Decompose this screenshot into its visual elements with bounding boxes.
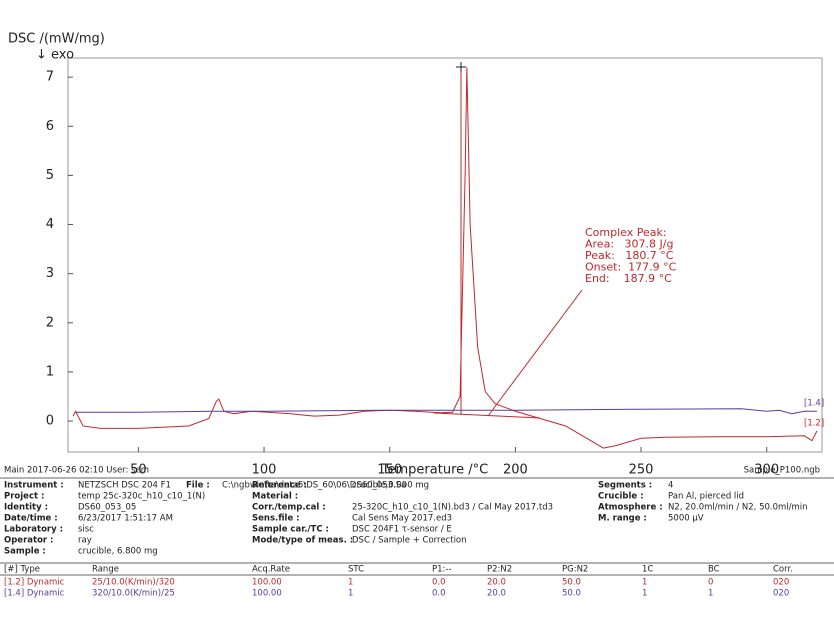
info-value: Pan Al, pierced lid: [668, 492, 744, 502]
plot-frame: [67, 57, 823, 453]
series-label: [1.4]: [804, 399, 824, 409]
table-cell: 0.0: [432, 589, 446, 599]
y-tick-label: 3: [46, 266, 54, 281]
table-cell: 0.0: [432, 578, 446, 588]
table-cell: 50.0: [562, 578, 581, 588]
table-cell: 020: [773, 589, 789, 599]
table-header: [#] Type: [4, 565, 40, 575]
info-value: crucible, 6.800 mg: [78, 547, 158, 557]
footer-left: Main 2017-06-26 02:10 User: sem: [4, 466, 149, 476]
series-label: [1.2]: [804, 418, 824, 428]
table-cell: 25/10.0(K/min)/320: [92, 578, 175, 588]
info-label: Operator :: [4, 536, 53, 546]
info-label: Instrument :: [4, 481, 64, 491]
table-cell: 20.0: [487, 578, 506, 588]
footer-right: Sample_P100.ngb: [744, 466, 820, 476]
info-value: ray: [78, 536, 92, 546]
info-label: Identity :: [4, 503, 48, 513]
info-value: NETZSCH DSC 204 F1: [78, 481, 171, 491]
table-cell: 50.0: [562, 589, 581, 599]
info-label: Sens.file :: [252, 514, 300, 524]
table-cell: 100.00: [252, 578, 282, 588]
table-cell: [1.4] Dynamic: [4, 589, 65, 599]
table-cell: 1: [708, 589, 713, 599]
info-label: Material :: [252, 492, 298, 502]
annotation-line: Area: 307.8 J/g: [585, 238, 673, 251]
info-value: 5000 µV: [668, 514, 704, 524]
table-header: 1C: [642, 565, 653, 575]
info-value: 25-320C_h10_c10_1(N).bd3 / Cal May 2017.…: [352, 503, 553, 513]
y-sublabel: ↓ exo: [36, 48, 74, 63]
info-label: Project :: [4, 492, 44, 502]
info-value: DSC / Sample + Correction: [352, 536, 467, 546]
y-label: DSC /(mW/mg): [8, 32, 105, 47]
annotation-line: Complex Peak:: [585, 226, 667, 239]
table-cell: 0: [708, 578, 713, 588]
table-cell: 1: [348, 589, 353, 599]
table-cell: 20.0: [487, 589, 506, 599]
table-cell: 1: [348, 578, 353, 588]
info-value: N2, 20.0ml/min / N2, 50.0ml/min: [668, 503, 808, 513]
info-value: C:\ngbwin\ta\data5\DS_60\06\DS60_053.Sa: [222, 481, 406, 491]
info-value: DSC 204F1 τ-sensor / E: [352, 525, 452, 535]
y-tick-label: 1: [46, 364, 54, 379]
x-tick-label: 300: [754, 463, 779, 478]
table-cell: 100.00: [252, 589, 282, 599]
table-cell: [1.2] Dynamic: [4, 578, 65, 588]
series-line: [72, 67, 818, 449]
table-cell: 020: [773, 578, 789, 588]
table-cell: 320/10.0(K/min)/25: [92, 589, 175, 599]
info-label: Corr./temp.cal :: [252, 503, 326, 513]
x-tick-label: 250: [629, 463, 654, 478]
info-value: crucible,0.000 mg: [352, 481, 429, 491]
table-header: BC: [708, 565, 720, 575]
x-label: Temperature /°C: [381, 463, 488, 478]
info-label: Mode/type of meas. :: [252, 536, 353, 546]
info-label: Segments :: [598, 481, 652, 491]
info-label: Atmosphere :: [598, 503, 663, 513]
table-header: Corr.: [773, 565, 793, 575]
table-header: P2:N2: [487, 565, 512, 575]
baseline: [433, 412, 541, 419]
info-value: DS60_053_05: [78, 503, 136, 513]
y-tick-label: 0: [46, 414, 54, 429]
x-tick-label: 50: [130, 463, 147, 478]
table-header: Acq.Rate: [252, 565, 290, 575]
y-tick-label: 7: [46, 70, 54, 85]
info-value: Cal Sens May 2017.ed3: [352, 514, 452, 524]
table-header: Range: [92, 565, 119, 575]
table-header: STC: [348, 565, 364, 575]
info-value: 6/23/2017 1:51:17 AM: [78, 514, 173, 524]
info-label: Crucible :: [598, 492, 644, 502]
info-value: temp 25c-320c_h10_c10_1(N): [78, 492, 205, 502]
info-label: File :: [186, 481, 210, 491]
info-label: Sample car./TC :: [252, 525, 329, 535]
table-cell: 1: [642, 589, 647, 599]
info-label: Sample :: [4, 547, 46, 557]
table-header: P1:--: [432, 565, 452, 575]
annotation-line: Onset: 177.9 °C: [585, 261, 677, 274]
table-cell: 1: [642, 578, 647, 588]
annotation-line: Peak: 180.7 °C: [585, 249, 674, 262]
x-tick-label: 100: [252, 463, 277, 478]
info-value: sisc: [78, 525, 94, 535]
y-tick-label: 2: [46, 315, 54, 330]
table-header: PG:N2: [562, 565, 588, 575]
series-line: [75, 408, 817, 415]
y-tick-label: 5: [46, 168, 54, 183]
info-label: Reference :: [252, 481, 307, 491]
annotation-line: End: 187.9 °C: [585, 272, 672, 285]
info-label: Laboratory :: [4, 525, 63, 535]
info-label: Date/time :: [4, 514, 58, 524]
y-tick-label: 4: [46, 217, 54, 232]
info-label: M. range :: [598, 514, 647, 524]
x-tick-label: 200: [503, 463, 528, 478]
info-value: 4: [668, 481, 673, 491]
annotation-pointer: [487, 289, 583, 417]
y-tick-label: 6: [46, 119, 54, 134]
x-tick-label: 150: [377, 463, 402, 478]
